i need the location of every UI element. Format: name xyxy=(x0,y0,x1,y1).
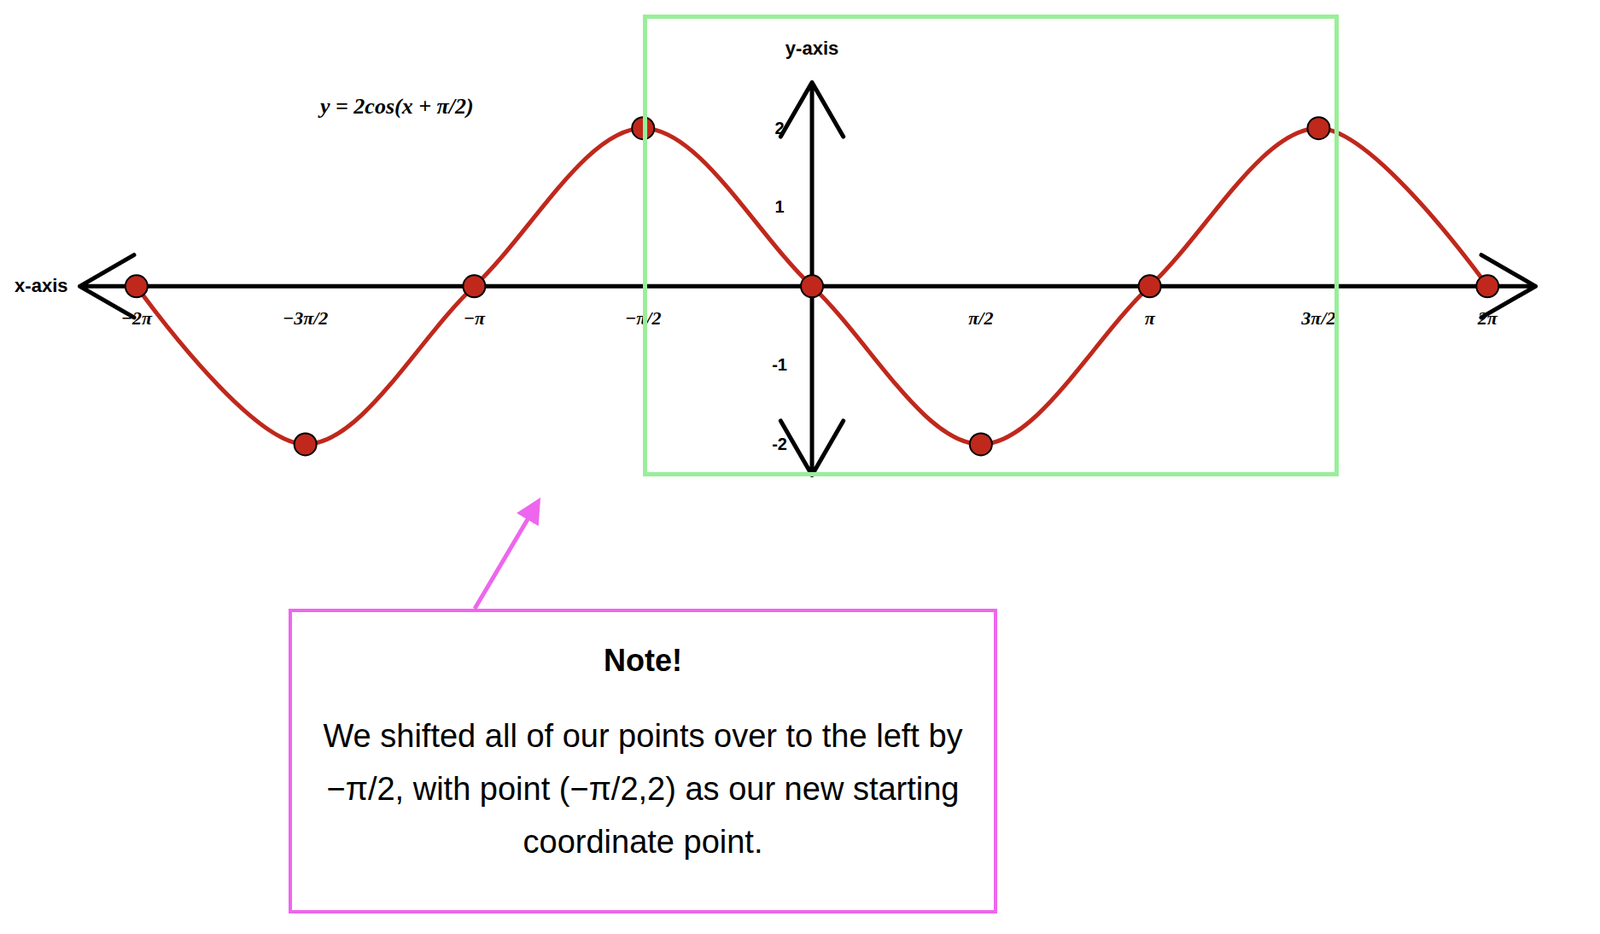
html-text:y = 2cos(x + π/2): y = 2cos(x + π/2) xyxy=(320,93,474,119)
svg-text:-2: -2 xyxy=(771,434,788,454)
svg-text:3π/2: 3π/2 xyxy=(1300,307,1336,329)
svg-text:-1: -1 xyxy=(771,355,788,374)
html-text:Note!: Note! xyxy=(603,642,683,678)
svg-text:2π: 2π xyxy=(1477,307,1499,329)
svg-text:−2π: −2π xyxy=(121,307,153,329)
svg-text:π: π xyxy=(1144,307,1157,329)
svg-text:1: 1 xyxy=(774,197,784,217)
svg-text:2: 2 xyxy=(774,118,784,138)
svg-text:π/2: π/2 xyxy=(968,307,993,329)
svg-text:−π/2: −π/2 xyxy=(624,307,661,329)
svg-text:y-axis: y-axis xyxy=(785,37,839,59)
svg-text:x-axis: x-axis xyxy=(14,274,68,297)
svg-text:−3π/2: −3π/2 xyxy=(282,307,328,329)
html-text:We shifted all of our points o: We shifted all of our points over to the… xyxy=(323,718,963,860)
svg-text:−π: −π xyxy=(463,307,486,329)
